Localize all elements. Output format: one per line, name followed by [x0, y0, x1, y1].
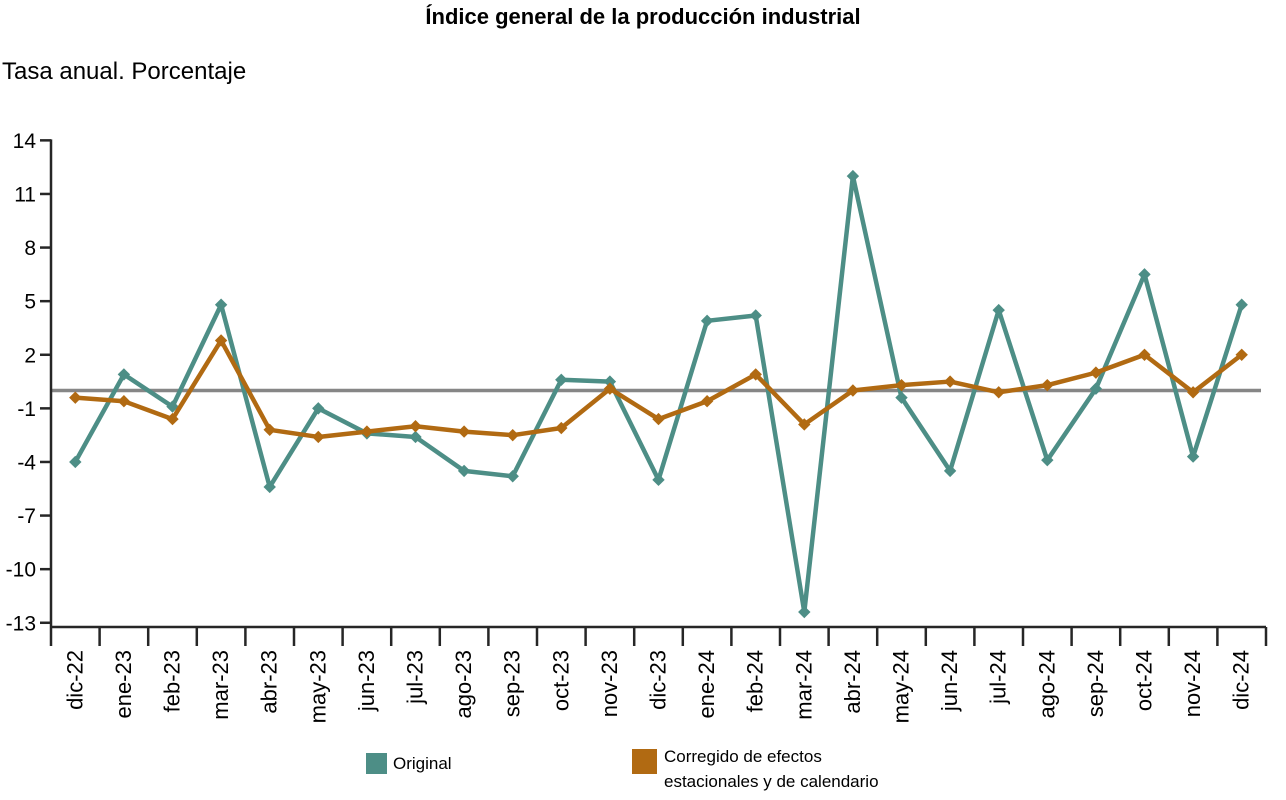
x-axis-label: dic-22	[62, 650, 87, 710]
x-axis-label: sep-24	[1083, 650, 1108, 717]
chart-subtitle: Tasa anual. Porcentaje	[2, 58, 247, 85]
x-axis-label: jun-23	[354, 650, 379, 712]
y-tick-label: 11	[14, 183, 36, 206]
series-marker-1	[895, 378, 908, 392]
series-marker-1	[700, 395, 714, 408]
y-tick-label: -10	[6, 559, 36, 582]
series-marker-1	[312, 430, 325, 444]
series-marker-1	[943, 375, 957, 388]
series-marker-1	[555, 421, 568, 435]
series-marker-0	[749, 309, 762, 322]
x-axis-label: mar-24	[791, 650, 816, 720]
series-marker-0	[69, 455, 82, 469]
y-tick-label: 5	[24, 291, 36, 314]
series-marker-0	[895, 391, 908, 404]
series-marker-0	[263, 480, 276, 494]
series-marker-0	[457, 464, 471, 478]
x-axis-label: abr-23	[257, 650, 282, 714]
series-marker-1	[506, 428, 519, 442]
legend-label-corrected-line2: estacionales y de calendario	[664, 772, 879, 791]
series-marker-1	[846, 384, 860, 397]
series-marker-1	[214, 334, 228, 347]
x-axis-label: oct-23	[548, 650, 573, 711]
series-marker-0	[555, 373, 568, 386]
series-marker-0	[1138, 268, 1151, 281]
series-marker-1	[69, 391, 82, 404]
series-marker-1	[1186, 386, 1200, 399]
series-marker-1	[1089, 366, 1103, 379]
legend-label-corrected-line1: Corregido de efectos	[664, 747, 822, 766]
y-tick-label: 14	[13, 130, 37, 153]
series-marker-0	[798, 605, 811, 619]
x-axis-label: ene-24	[694, 650, 719, 719]
series-marker-1	[992, 386, 1005, 399]
series-marker-1	[360, 425, 374, 438]
chart-title: Índice general de la producción industri…	[425, 4, 861, 29]
series-marker-1	[652, 412, 665, 426]
x-axis-label: jul-24	[986, 650, 1011, 705]
series-marker-0	[700, 314, 714, 328]
legend-label-original: Original	[393, 754, 452, 773]
series-marker-0	[943, 464, 957, 478]
x-axis-label: oct-24	[1132, 650, 1157, 711]
series-marker-1	[117, 395, 131, 408]
line-chart: 14 11 8 5 2 -1 -4 -7 -10 -13 dic-22 ene-23 feb-23 mar…	[6, 130, 1268, 723]
x-axis-label: sep-23	[500, 650, 525, 717]
series-marker-1	[457, 425, 471, 438]
legend-label-corrected: Corregido de efectos estacionales y de c…	[664, 744, 879, 794]
series-marker-0	[117, 368, 131, 381]
series-marker-0	[214, 298, 228, 311]
x-axis-label: jul-23	[403, 650, 428, 705]
legend-item-corrected: Corregido de efectos estacionales y de c…	[632, 744, 879, 794]
x-axis-label: ago-23	[451, 650, 476, 719]
y-tick-label: -4	[17, 451, 36, 474]
series-marker-1	[166, 412, 179, 426]
x-axis-label: may-23	[305, 650, 330, 723]
series-marker-1	[263, 423, 276, 437]
legend-item-original: Original	[366, 751, 452, 776]
series-marker-0	[312, 402, 325, 415]
y-tick-label: 2	[24, 344, 36, 367]
x-axis-label: feb-23	[160, 650, 185, 712]
x-axis-label: jun-24	[937, 650, 962, 712]
x-axis-label: nov-24	[1180, 650, 1205, 717]
x-axis-label: mar-23	[208, 650, 233, 720]
x-axis-label: dic-23	[646, 650, 671, 710]
series-marker-0	[603, 375, 617, 388]
series-marker-0	[166, 400, 179, 413]
y-tick-label: -7	[17, 505, 36, 528]
legend-swatch-corrected-icon	[632, 749, 657, 774]
series-marker-0	[992, 303, 1005, 317]
series-marker-0	[1235, 298, 1248, 311]
series-marker-1	[1041, 378, 1054, 392]
x-axis-label: abr-24	[840, 650, 865, 714]
series-marker-0	[409, 430, 422, 444]
series-marker-1	[1235, 348, 1248, 361]
x-axis-label: feb-24	[743, 650, 768, 712]
series-marker-1	[603, 382, 617, 395]
x-axis-label: ago-24	[1034, 650, 1059, 719]
x-axis-label: nov-23	[597, 650, 622, 717]
series-marker-0	[506, 470, 519, 483]
series-marker-0	[1041, 453, 1054, 467]
y-tick-label: 8	[24, 237, 36, 260]
series-marker-1	[1138, 348, 1151, 361]
series-marker-1	[798, 418, 811, 431]
y-tick-label: -13	[6, 612, 36, 635]
x-axis-label: ene-23	[111, 650, 136, 719]
legend-swatch-original-icon	[366, 753, 387, 774]
x-axis-label: may-24	[889, 650, 914, 723]
series-marker-0	[846, 169, 860, 183]
series-marker-1	[409, 420, 422, 433]
y-tick-label: -1	[17, 398, 36, 421]
series-marker-0	[1089, 382, 1103, 395]
series-marker-0	[652, 473, 665, 487]
series-marker-1	[749, 368, 762, 381]
x-axis-label: dic-24	[1229, 650, 1254, 710]
series-marker-0	[1186, 450, 1200, 463]
